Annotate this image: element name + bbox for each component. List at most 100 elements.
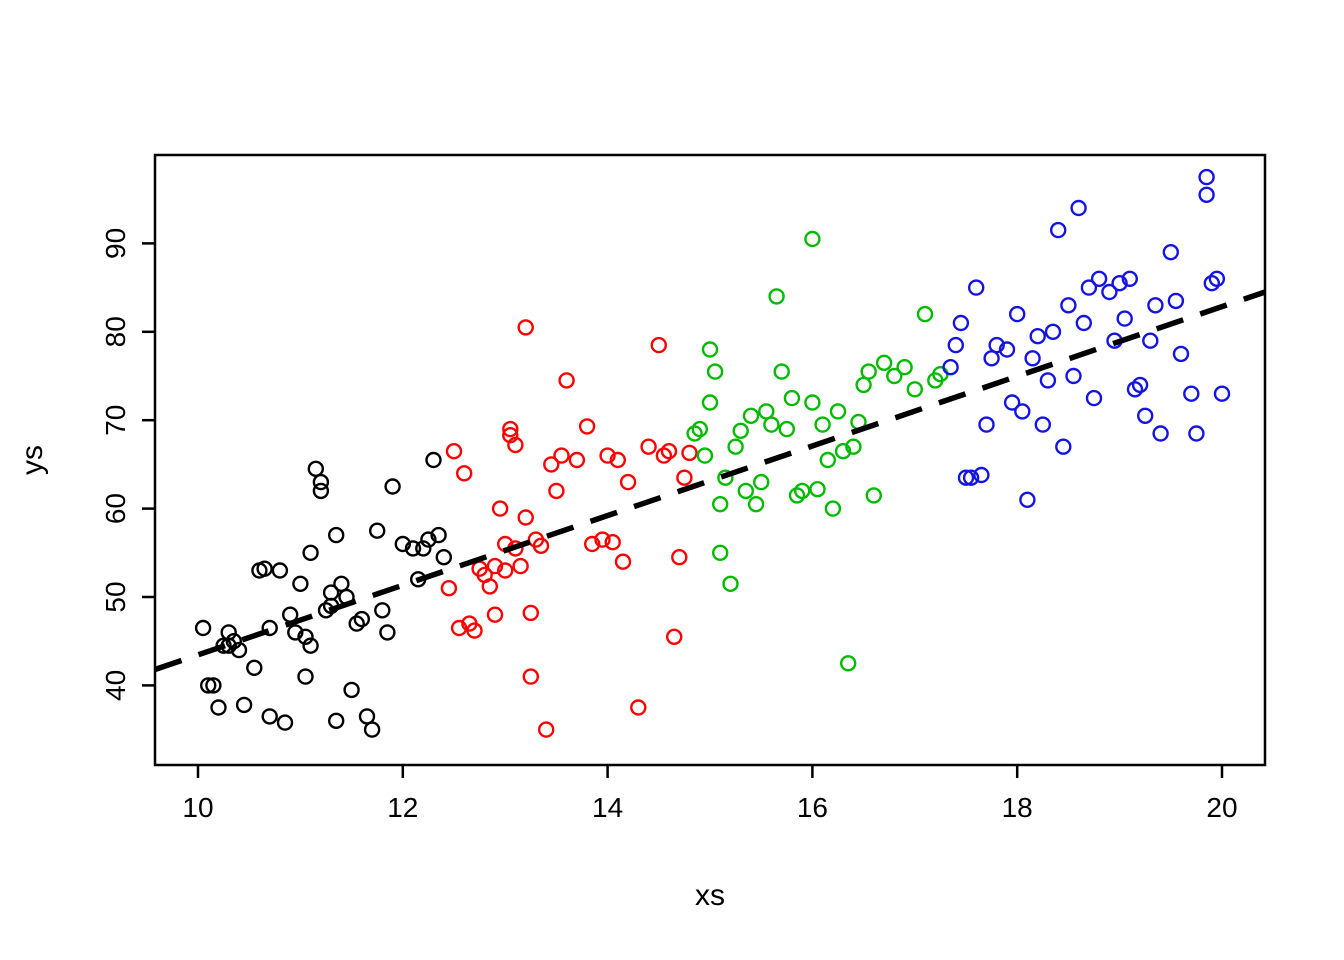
data-point [256,560,273,577]
data-point [1024,350,1041,367]
data-point [440,580,458,597]
data-point [194,619,212,637]
data-point [840,655,857,672]
group-black [194,451,452,738]
trend-line [154,289,1266,673]
data-point [1203,275,1221,292]
plot-box [153,153,1267,767]
data-point [845,438,862,455]
data-point [1085,389,1103,407]
data-point [328,712,345,729]
data-point [834,443,852,460]
data-point [650,336,667,354]
y-tick-label: 70 [100,405,131,436]
data-point [532,537,550,554]
data-point [814,416,831,433]
data-point [507,436,524,454]
data-point [962,469,980,486]
data-point [199,677,217,694]
data-point [1044,323,1062,340]
data-point [481,578,498,595]
data-point [619,473,637,491]
data-point [497,562,514,579]
data-point [1142,332,1159,349]
data-point [1126,381,1144,398]
y-axis-label: ys [16,445,49,475]
data-point [788,487,806,504]
data-point [691,420,708,438]
data-point [404,540,422,557]
y-tick-label: 80 [100,316,131,347]
data-point [261,619,278,637]
data-point [1075,314,1093,332]
data-point [235,696,253,714]
data-point [430,526,447,544]
data-point [486,557,504,575]
data-point [584,535,601,553]
data-point [660,443,678,460]
data-point [1060,297,1077,314]
data-point [753,473,770,491]
data-point [517,319,534,336]
data-point [384,478,401,495]
data-point [548,482,565,500]
data-point [686,425,703,442]
data-point [1183,385,1200,402]
data-point [896,359,913,376]
data-point [1208,270,1226,287]
data-point [783,389,801,407]
data-point [916,305,934,323]
data-point [415,540,432,557]
data-point [1188,425,1205,442]
group-green [686,230,949,672]
data-point [1213,385,1231,402]
data-point [522,604,539,622]
data-point [747,496,765,513]
data-point [1101,283,1118,301]
data-point [445,443,463,460]
y-tick-label: 40 [100,670,131,701]
data-point [568,451,586,469]
data-point [1121,270,1139,287]
data-point [609,451,626,469]
data-point [435,549,452,566]
data-point [906,381,923,398]
data-point [696,447,714,464]
data-point [343,681,360,699]
data-point [538,721,555,738]
x-tick-label: 16 [797,792,828,823]
data-point [947,336,964,354]
data-point [737,482,754,500]
data-point [804,230,821,248]
data-point [1152,425,1169,442]
data-point [1136,407,1154,424]
data-point [578,418,596,435]
data-point [276,714,294,731]
data-point [594,531,611,548]
data-point [855,376,872,394]
data-point [1009,305,1026,323]
data-point [394,535,411,553]
data-point [957,469,975,486]
data-point [763,416,780,433]
data-point [681,444,698,462]
data-point [630,699,647,716]
data-point [998,341,1016,358]
data-point [824,500,842,517]
data-point [374,602,391,619]
data-point [655,447,673,464]
data-point [701,394,719,411]
x-tick-label: 12 [387,792,418,823]
data-point [671,549,688,566]
data-point [614,553,632,570]
data-point [230,641,248,659]
data-point [727,438,744,455]
data-point [1065,367,1082,385]
data-point [968,279,985,296]
data-point [1147,297,1164,314]
data-point [517,509,534,526]
data-point [860,363,877,380]
data-point [369,522,386,539]
data-point [1080,279,1098,296]
x-tick-label: 20 [1206,792,1237,823]
